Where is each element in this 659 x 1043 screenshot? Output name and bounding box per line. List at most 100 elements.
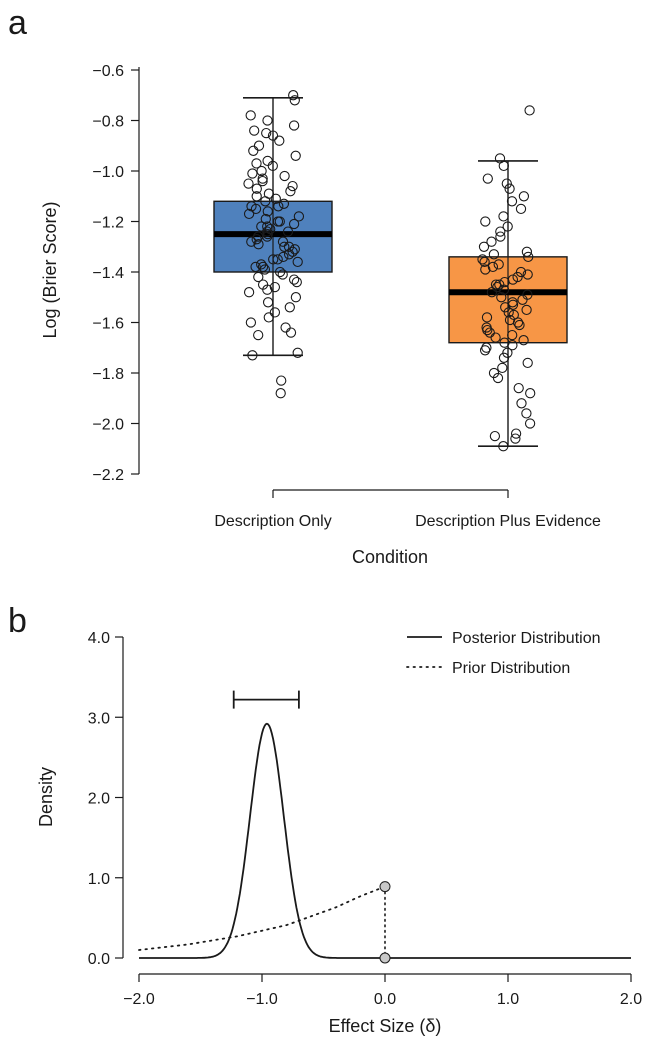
data-point: [524, 105, 535, 116]
data-point: [265, 223, 276, 235]
data-point: [292, 347, 303, 358]
data-point: [246, 236, 257, 247]
data-point: [285, 327, 297, 338]
data-point: [498, 160, 509, 172]
data-point: [499, 337, 510, 348]
data-point: [497, 362, 508, 374]
data-point: [478, 241, 490, 252]
a-x-axis: [272, 489, 509, 498]
a-y-ticks: −0.6 −0.8 −1.0 −1.2 −1.4 −1.6 −1.8 −2.0 −2.2: [92, 63, 139, 484]
data-point: [492, 372, 504, 384]
data-point: [489, 430, 501, 442]
data-point: [288, 218, 300, 230]
data-point: [482, 324, 493, 336]
data-point: [259, 264, 271, 275]
data-point: [477, 254, 488, 265]
data-point: [253, 271, 264, 283]
data-point: [262, 221, 273, 232]
data-point: [249, 125, 260, 136]
b-legend: Posterior Distribution Prior Distributio…: [406, 630, 601, 677]
data-point: [287, 246, 298, 257]
data-point: [508, 309, 519, 321]
b-y-tick-label: 1.0: [88, 871, 110, 888]
data-point: [513, 382, 524, 394]
data-point: [291, 276, 302, 288]
data-point: [493, 259, 504, 270]
data-point: [253, 239, 264, 250]
b-y-tick-label: 3.0: [88, 710, 110, 727]
data-point: [280, 322, 291, 333]
data-point: [278, 198, 290, 209]
panel-b-density: 0.0 1.0 2.0 3.0 4.0 −2.0 −1.0 0.0 1.0 2.0 Densit…: [36, 630, 642, 1036]
data-point: [269, 281, 281, 293]
data-point: [248, 145, 259, 156]
data-point: [284, 302, 295, 313]
data-point: [517, 294, 528, 305]
data-point: [521, 246, 533, 257]
data-point: [260, 213, 271, 225]
data-point: [275, 388, 286, 399]
a-x-tick-description-only: Description Only: [214, 513, 331, 530]
prior-curve: [138, 885, 386, 951]
data-point: [274, 266, 286, 278]
data-point: [243, 208, 255, 220]
data-point: [479, 256, 490, 268]
a-y-axis-title: Log (Brier Score): [40, 201, 60, 338]
data-point: [279, 241, 290, 252]
data-point: [481, 312, 493, 323]
data-point: [261, 127, 272, 139]
data-point: [502, 221, 513, 232]
data-point: [480, 216, 491, 227]
legend-posterior-label: Posterior Distribution: [452, 630, 601, 647]
a-y-tick-label: −1.0: [92, 164, 124, 181]
prior-at-zero-marker: [379, 881, 391, 893]
data-point: [270, 193, 281, 204]
data-point: [285, 186, 296, 197]
data-point: [507, 340, 518, 351]
data-point: [256, 259, 267, 270]
data-point: [512, 317, 524, 328]
data-point: [247, 168, 258, 179]
data-point: [498, 441, 509, 452]
data-point: [251, 158, 262, 169]
b-y-tick-label: 2.0: [88, 791, 110, 808]
a-y-tick-label: −1.8: [92, 366, 124, 383]
data-point: [245, 317, 257, 328]
data-point: [290, 292, 302, 303]
data-point: [500, 302, 511, 313]
data-point: [481, 342, 492, 353]
data-point: [272, 254, 283, 265]
data-point: [288, 274, 300, 285]
posterior-curve: [139, 722, 631, 959]
b-x-tick-label: −1.0: [246, 991, 278, 1008]
data-point: [257, 175, 268, 187]
data-point: [516, 398, 527, 409]
data-point: [251, 234, 262, 245]
panel-a-letter: a: [8, 4, 27, 42]
b-x-tick-label: 2.0: [620, 991, 642, 1008]
a-y-tick-label: −1.4: [92, 265, 124, 282]
panel-b-letter: b: [8, 602, 27, 640]
data-point: [262, 206, 273, 217]
data-point: [243, 287, 255, 298]
b-y-axis-title: Density: [36, 767, 56, 827]
data-point: [498, 284, 510, 295]
data-point: [277, 236, 289, 247]
b-y-tick-label: 0.0: [88, 951, 110, 968]
data-point: [251, 191, 262, 202]
data-point: [503, 307, 514, 318]
a-y-tick-label: −2.0: [92, 417, 124, 434]
data-point: [522, 269, 533, 280]
data-point: [498, 352, 510, 363]
data-point: [262, 155, 273, 167]
data-point: [488, 249, 500, 260]
data-point: [290, 150, 301, 161]
data-point: [289, 95, 300, 106]
data-point: [510, 433, 521, 444]
data-point: [253, 140, 265, 151]
data-point: [276, 375, 287, 386]
box-description-only: [213, 90, 333, 399]
data-point: [293, 211, 305, 222]
a-y-tick-label: −0.8: [92, 114, 124, 131]
data-point: [251, 183, 262, 194]
